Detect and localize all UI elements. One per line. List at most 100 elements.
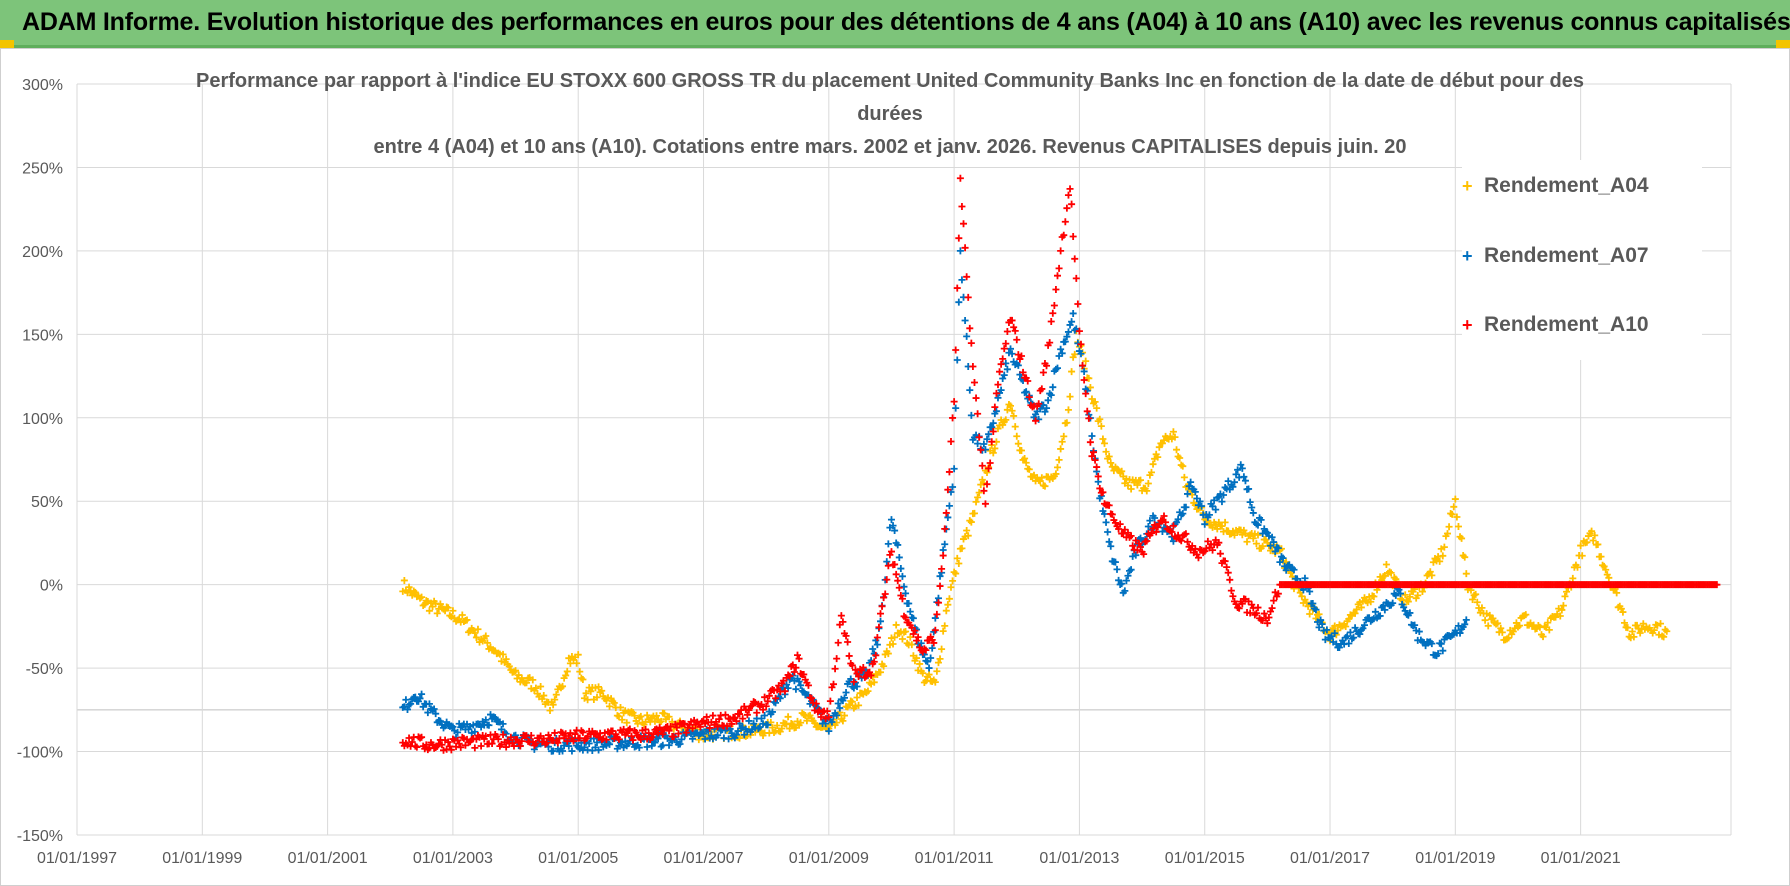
data-point [1024,377,1032,385]
legend-label-a04: Rendement_A04 [1484,174,1649,197]
data-point [1619,608,1627,616]
data-point [1274,590,1282,598]
legend-marker-a07: + [1462,245,1473,266]
data-point [1071,255,1079,263]
data-point [447,746,455,754]
data-point [992,389,1000,397]
data-point [1111,558,1119,566]
data-point [850,678,858,686]
data-point [1143,487,1151,495]
data-point [1381,606,1389,614]
data-point [1102,518,1110,526]
data-point [983,435,991,443]
data-point [1064,191,1072,199]
data-point [537,683,545,691]
data-point [1072,274,1080,282]
data-point [1182,503,1190,511]
data-point [945,468,953,476]
data-point [1064,328,1072,336]
y-tick-label: -50% [26,661,63,678]
data-point [1240,473,1248,481]
data-point [1058,438,1066,446]
data-point [1312,606,1320,614]
data-point [1306,588,1314,596]
data-point [955,234,963,242]
data-point [977,446,985,454]
data-point [576,668,584,676]
data-point [944,601,952,609]
data-point [1069,233,1077,241]
data-point [595,746,603,754]
data-point [983,480,991,488]
data-point [891,560,899,568]
data-point [898,572,906,580]
data-point [913,654,921,662]
data-point [1235,604,1243,612]
data-point [1303,599,1311,607]
data-point [830,680,838,688]
data-point [715,715,723,723]
data-point [836,704,844,712]
data-point [584,696,592,704]
data-point [1268,604,1276,612]
data-point [606,740,614,748]
data-point [966,324,974,332]
data-point [543,739,551,747]
data-point [895,553,903,561]
data-point [1180,473,1188,481]
data-point [1478,604,1486,612]
data-point [485,721,493,729]
data-point [1057,445,1065,453]
data-point [950,398,958,406]
data-point [790,668,798,676]
data-point [532,740,540,748]
data-point [1083,407,1091,415]
data-point [721,711,729,719]
data-point [1187,478,1195,486]
data-point [939,627,947,635]
data-point [674,730,682,738]
data-point [1594,540,1602,548]
data-point [887,548,895,556]
data-point [1335,644,1343,652]
data-point [970,379,978,387]
data-point [595,683,603,691]
x-tick-label: 01/01/2009 [789,850,869,867]
data-point [1415,628,1423,636]
data-point [1221,557,1229,565]
data-point [781,687,789,695]
data-point [559,747,567,755]
data-point [1075,327,1083,335]
data-point [1238,464,1246,472]
data-point [518,674,526,682]
data-point [1003,365,1011,373]
data-point [1055,456,1063,464]
data-point [1215,518,1223,526]
data-point [1461,553,1469,561]
data-point [657,717,665,725]
data-point [502,655,510,663]
data-point [454,728,462,736]
data-point [1397,590,1405,598]
data-point [576,734,584,742]
data-point [566,729,574,737]
data-point [839,618,847,626]
data-point [875,623,883,631]
data-point [902,628,910,636]
data-point [1331,629,1339,637]
data-point [1184,490,1191,498]
data-point [1392,591,1400,599]
data-point [1265,613,1273,621]
data-point [905,600,913,608]
data-point [499,720,507,728]
data-point [991,444,999,452]
data-point [494,735,502,743]
data-point [1229,592,1237,600]
data-point [855,701,863,709]
data-point [947,438,955,446]
data-point [1221,518,1229,526]
data-point [527,732,535,740]
data-point [1254,604,1262,612]
legend-item-a07: + Rendement_A07 [1462,242,1649,270]
data-point [1462,570,1470,578]
